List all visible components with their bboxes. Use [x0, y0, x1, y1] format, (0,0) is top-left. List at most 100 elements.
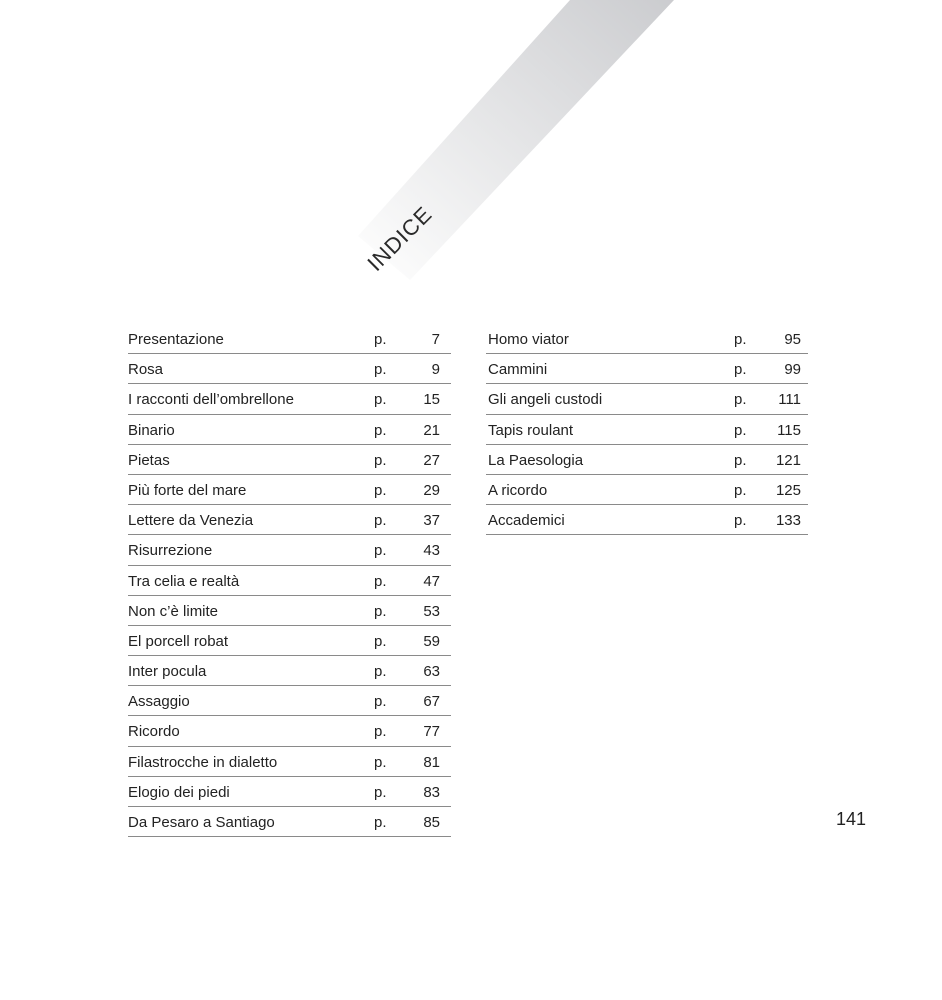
toc-entry-page-number: 15	[423, 391, 440, 409]
toc-entry-page-number: 37	[423, 512, 440, 530]
toc-entry-title: Binario	[128, 421, 175, 439]
toc-entry-page-prefix: p.	[374, 542, 387, 560]
toc-entry-page-number: 43	[423, 542, 440, 560]
toc-entry-page-number: 115	[777, 421, 801, 439]
toc-entry-title: Risurrezione	[128, 542, 213, 560]
toc-entry: Non c’è limite p. 53	[128, 596, 451, 626]
toc-entry-title: Tapis roulant	[488, 421, 574, 439]
toc-entry-title: Tra celia e realtà	[128, 572, 240, 590]
toc-entry-page-prefix: p.	[374, 753, 387, 771]
toc-left-column: Presentazione p. 7 Rosa p. 9 I racconti dell’o…	[128, 324, 451, 838]
toc-entry-page-prefix: p.	[374, 421, 387, 439]
toc-entry-title: Cammini	[488, 361, 548, 379]
toc-entry-title: Da Pesaro a Santiago	[128, 814, 275, 831]
toc-entry-page-prefix: p.	[734, 512, 747, 530]
toc-entry-page-prefix: p.	[374, 723, 387, 741]
toc-entry-title: Gli angeli custodi	[488, 391, 603, 409]
toc-entry-title: Accademici	[488, 512, 565, 530]
toc-entry-page-number: 63	[423, 663, 440, 681]
toc-right-column: Homo viator p. 95 Cammini p. 99 Gli angeli cus…	[486, 324, 808, 536]
toc-entry-page-number: 85	[423, 814, 440, 831]
toc-entry-page-number: 67	[423, 693, 440, 711]
toc-entry-page-number: 99	[784, 361, 801, 379]
toc-entry-page-number: 111	[778, 391, 801, 409]
toc-entry: I racconti dell’ombrellone p. 15	[128, 384, 451, 415]
toc-entry-title: Homo viator	[488, 331, 569, 348]
toc-entry-page-number: 21	[423, 421, 440, 439]
toc-entry: Elogio dei piedi p. 83	[128, 777, 451, 807]
toc-entry-page-prefix: p.	[734, 451, 747, 469]
toc-entry-page-number: 95	[784, 331, 801, 348]
toc-entry-page-number: 9	[431, 361, 440, 379]
toc-entry-page-number: 83	[423, 783, 440, 801]
toc-entry: Inter pocula p. 63	[128, 656, 451, 687]
toc-entry-page-prefix: p.	[374, 632, 387, 650]
toc-entry-page-prefix: p.	[734, 421, 747, 439]
toc-entry: Pietas p. 27	[128, 445, 451, 475]
toc-entry-title: Elogio dei piedi	[128, 783, 230, 801]
toc-entry: Ricordo p. 77	[128, 716, 451, 747]
toc-entry-page-number: 47	[423, 572, 440, 590]
toc-entry: Assaggio p. 67	[128, 686, 451, 717]
toc-entry-page-prefix: p.	[374, 572, 387, 590]
toc-entry-title: Inter pocula	[128, 663, 207, 681]
toc-entry-title: La Paesologia	[488, 451, 584, 469]
toc-entry-page-prefix: p.	[374, 331, 387, 348]
toc-entry-title: Non c’è limite	[128, 602, 219, 620]
toc-entry: Homo viator p. 95	[486, 324, 808, 355]
toc-entry-page-number: 133	[775, 512, 801, 530]
toc-entry-title: Più forte del mare	[128, 481, 247, 499]
toc-entry-page-prefix: p.	[734, 391, 747, 409]
toc-entry-page-prefix: p.	[374, 391, 387, 409]
toc-entry-page-number: 27	[423, 451, 440, 469]
toc-entry-page-number: 77	[423, 723, 440, 741]
toc-entry-page-number: 53	[423, 602, 440, 620]
toc-entry-page-number: 7	[431, 331, 440, 348]
toc-entry-page-number: 125	[775, 481, 801, 499]
toc-entry-title: Assaggio	[128, 693, 190, 711]
toc-entry-title: A ricordo	[488, 481, 548, 499]
toc-entry: Accademici p. 133	[486, 505, 808, 536]
toc-entry-title: Filastrocche in dialetto	[128, 753, 278, 771]
toc-entry-title: Ricordo	[128, 723, 180, 741]
toc-entry-page-number: 81	[423, 753, 440, 771]
toc-entry-page-prefix: p.	[374, 814, 387, 831]
toc-entry: Cammini p. 99	[486, 354, 808, 385]
toc-entry-page-prefix: p.	[374, 693, 387, 711]
toc-entry-title: Pietas	[128, 451, 170, 469]
toc-entry-title: Presentazione	[128, 331, 224, 348]
page-number: 141	[836, 809, 867, 829]
toc-entry-title: Lettere da Venezia	[128, 512, 254, 530]
toc-entry: La Paesologia p. 121	[486, 445, 808, 475]
toc-entry-page-prefix: p.	[374, 602, 387, 620]
toc-entry-page-prefix: p.	[734, 361, 747, 379]
toc-entry: Filastrocche in dialetto p. 81	[128, 747, 451, 777]
toc-entry: Tra celia e realtà p. 47	[128, 566, 451, 596]
toc-entry-page-prefix: p.	[374, 451, 387, 469]
toc-entry-page-prefix: p.	[734, 331, 747, 348]
toc-entry-page-prefix: p.	[374, 481, 387, 499]
toc-entry-page-prefix: p.	[374, 783, 387, 801]
toc-entry-title: Rosa	[128, 361, 164, 379]
toc-entry: Risurrezione p. 43	[128, 535, 451, 566]
toc-entry-page-number: 121	[775, 451, 801, 469]
toc-entry: Presentazione p. 7	[128, 324, 451, 355]
toc-entry-page-number: 59	[423, 632, 440, 650]
decorative-diagonal-band	[358, 0, 674, 280]
toc-entry-title: I racconti dell’ombrellone	[128, 391, 294, 409]
toc-entry: Da Pesaro a Santiago p. 85	[128, 807, 451, 838]
toc-entry-page-prefix: p.	[374, 512, 387, 530]
toc-entry: Lettere da Venezia p. 37	[128, 505, 451, 536]
toc-entry: Gli angeli custodi p. 111	[486, 384, 808, 415]
toc-entry: El porcell robat p. 59	[128, 626, 451, 657]
toc-entry: Più forte del mare p. 29	[128, 475, 451, 506]
toc-entry-title: El porcell robat	[128, 632, 229, 650]
toc-entry-page-number: 29	[423, 481, 440, 499]
toc-entry-page-prefix: p.	[734, 481, 747, 499]
toc-entry: A ricordo p. 125	[486, 475, 808, 506]
toc-entry-page-prefix: p.	[374, 663, 387, 681]
toc-entry: Binario p. 21	[128, 415, 451, 445]
toc-entry: Rosa p. 9	[128, 354, 451, 385]
toc-entry-page-prefix: p.	[374, 361, 387, 379]
toc-entry: Tapis roulant p. 115	[486, 415, 808, 445]
